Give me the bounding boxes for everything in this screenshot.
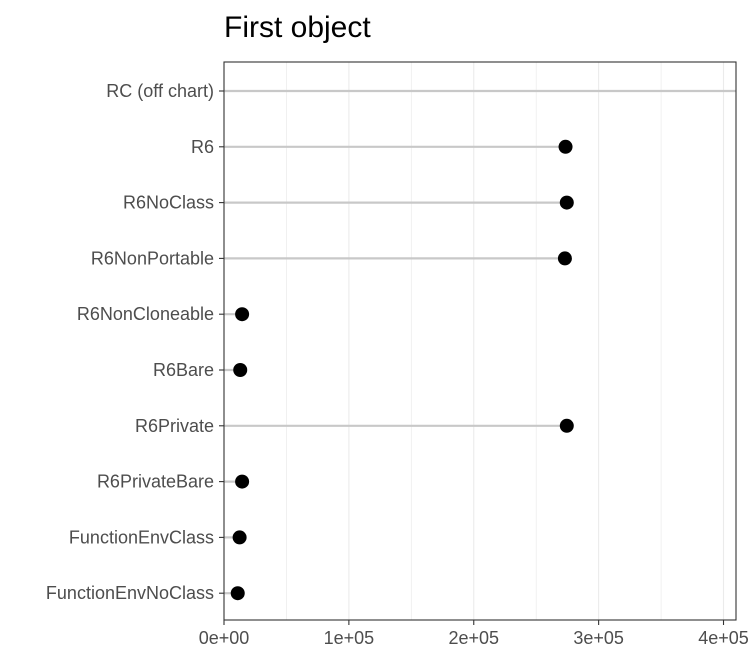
x-tick-label: 0e+00	[199, 628, 250, 648]
data-point-5	[233, 363, 248, 377]
x-tick-label: 4e+05	[698, 628, 748, 648]
x-tick-label: 3e+05	[573, 628, 624, 648]
x-tick-label: 2e+05	[448, 628, 499, 648]
category-label: R6	[191, 137, 214, 157]
category-label: R6PrivateBare	[97, 472, 214, 492]
stem-layer	[224, 89, 736, 595]
data-point-4	[235, 307, 250, 322]
data-point-8	[232, 530, 247, 545]
category-label: R6NonCloneable	[77, 304, 214, 324]
category-label: FunctionEnvClass	[69, 527, 214, 547]
category-label: RC (off chart)	[106, 81, 214, 101]
x-axis-ticks: 0e+00 1e+05 2e+05 3e+05 4e+05	[199, 620, 748, 648]
category-label: R6Bare	[153, 360, 214, 380]
category-label: R6Private	[135, 416, 214, 436]
category-labels: RC (off chart) R6 R6NoClass R6NonPortable R6…	[46, 81, 224, 603]
data-point-7	[235, 474, 250, 489]
x-tick-label: 1e+05	[324, 628, 375, 648]
category-label: R6NoClass	[123, 193, 214, 213]
category-label: FunctionEnvNoClass	[46, 583, 214, 603]
data-point-1	[558, 139, 573, 154]
grid-layer	[223, 62, 725, 620]
data-point-9	[230, 586, 245, 601]
panel-border	[223, 61, 737, 621]
data-point-3	[557, 251, 572, 266]
data-point-2	[559, 195, 574, 210]
data-point-6	[559, 418, 574, 433]
chart-title: First object	[224, 11, 371, 44]
point-layer	[230, 139, 574, 601]
category-label: R6NonPortable	[91, 248, 214, 268]
